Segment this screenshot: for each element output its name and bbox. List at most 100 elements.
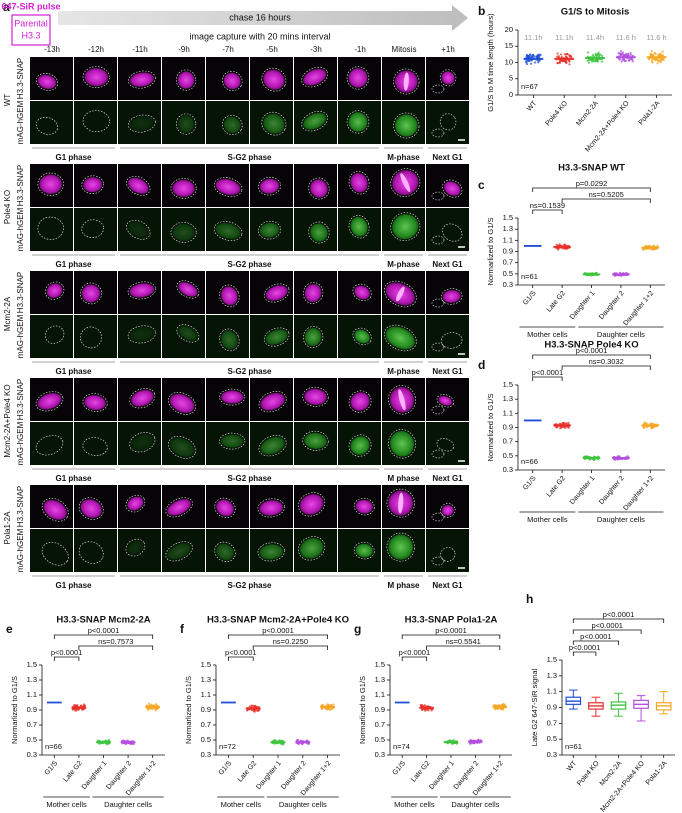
nucleus <box>350 172 368 193</box>
y-tick-label: 10 <box>505 57 513 66</box>
nucleus <box>263 69 285 90</box>
nucleus <box>441 505 454 516</box>
timepoint-label: -5h <box>266 45 278 54</box>
nucleus <box>128 177 149 194</box>
nucleus-outline <box>301 67 329 88</box>
data-point-cloud <box>623 54 626 57</box>
group-label: Daughter cells <box>597 515 645 524</box>
chart-title: H3.3-SNAP Mcm2-2A+Pole4 KO <box>207 615 349 626</box>
data-point-cloud <box>537 53 540 56</box>
nucleus-outline <box>35 435 64 456</box>
data-point-cloud <box>423 704 426 707</box>
y-tick-label: 0.9 <box>503 422 513 431</box>
nucleus <box>259 178 280 194</box>
y-tick-label: 0.5 <box>547 734 557 743</box>
nucleus-outline <box>125 538 146 557</box>
comparison-label: p<0.0001 <box>262 626 294 635</box>
timepoint-label: -1h <box>354 45 366 54</box>
nucleus <box>392 214 419 240</box>
nucleus-outline <box>129 388 156 409</box>
image-cell <box>426 208 469 251</box>
y-tick-label: 0.9 <box>503 246 513 255</box>
data-point-cloud <box>535 55 538 58</box>
y-tick-label: 0.7 <box>503 258 513 267</box>
nucleus-outline <box>302 386 329 407</box>
nucleus-outline <box>393 112 420 139</box>
y-tick-label: 1.3 <box>503 394 513 403</box>
nucleus-outline <box>386 488 415 518</box>
nucleus-outline <box>302 326 324 348</box>
nucleus-outline <box>176 69 197 91</box>
data-point-cloud <box>556 425 559 429</box>
data-point-cloud <box>321 704 324 707</box>
data-point-cloud <box>650 50 653 53</box>
data-point-cloud <box>154 709 157 712</box>
nucleus-outline <box>440 332 463 349</box>
data-point-cloud <box>629 53 632 56</box>
comparison-label: p<0.0001 <box>580 632 612 641</box>
n-annotation: n=72 <box>219 742 236 751</box>
nucleus-outline <box>302 430 329 451</box>
comparison-label: p<0.0001 <box>576 346 608 355</box>
nucleus-outline <box>431 449 445 459</box>
nucleus <box>303 68 327 86</box>
data-point-cloud <box>502 702 505 706</box>
data-point-cloud <box>151 707 154 711</box>
x-tick-label: Late G2 <box>546 290 567 314</box>
nucleus <box>46 283 63 298</box>
nucleus <box>81 284 101 303</box>
nucleus <box>216 543 234 561</box>
y-tick-label: 1.5 <box>547 655 557 664</box>
comparison-bracket <box>532 187 651 192</box>
nucleus-outline <box>436 394 455 408</box>
group-label: Mother cells <box>221 800 262 809</box>
data-point-cloud <box>564 247 568 250</box>
timepoint-label: -13h <box>44 45 60 54</box>
x-tick-label: Mcm2-2A <box>575 100 600 128</box>
nucleus <box>223 72 241 90</box>
nucleus-outline <box>308 177 330 200</box>
chromosomes <box>398 492 404 514</box>
data-point-cloud <box>147 702 151 705</box>
data-point-cloud <box>647 58 651 61</box>
data-point-cloud <box>473 741 476 745</box>
nucleus-outline <box>258 435 287 457</box>
data-point-cloud <box>555 243 558 246</box>
chase-label: chase 16 hours <box>229 12 291 22</box>
data-point-cloud <box>282 743 285 746</box>
data-point-cloud <box>629 51 632 55</box>
x-tick-label: Daughter 2 <box>598 475 626 506</box>
nucleus-outline <box>263 327 290 347</box>
data-point-cloud <box>592 458 596 462</box>
x-tick-label: Daughter 2 <box>280 760 308 791</box>
comparison-label: p<0.0001 <box>603 610 635 619</box>
nucleus <box>438 396 453 406</box>
comparison-label: p=0.0292 <box>576 179 608 188</box>
nucleus <box>84 395 106 411</box>
data-point-cloud <box>654 248 657 251</box>
nucleus <box>39 174 62 194</box>
data-point-cloud <box>591 55 594 58</box>
phase-label: S-G2 phase <box>227 367 272 376</box>
nucleus-outline <box>129 432 156 453</box>
nucleus <box>265 329 288 345</box>
nucleus-outline <box>442 179 463 198</box>
y-tick-label: 0.5 <box>503 451 513 460</box>
image-cell <box>74 529 117 572</box>
chromosomes <box>400 173 411 193</box>
data-point-cloud <box>539 53 542 56</box>
x-tick-label: WT <box>526 99 539 112</box>
nucleus-outline <box>257 221 282 240</box>
nucleus <box>303 112 327 130</box>
y-tick-label: 1.1 <box>27 690 37 699</box>
nucleus-outline <box>78 497 104 520</box>
data-point-cloud <box>627 54 630 57</box>
data-point-cloud <box>246 709 249 712</box>
comparison-bracket <box>561 365 651 370</box>
nucleus-outline <box>126 175 151 196</box>
y-tick-label: 0.5 <box>503 269 513 278</box>
x-tick-label: Daughter 1+2 <box>622 475 655 512</box>
nucleus <box>177 115 195 133</box>
